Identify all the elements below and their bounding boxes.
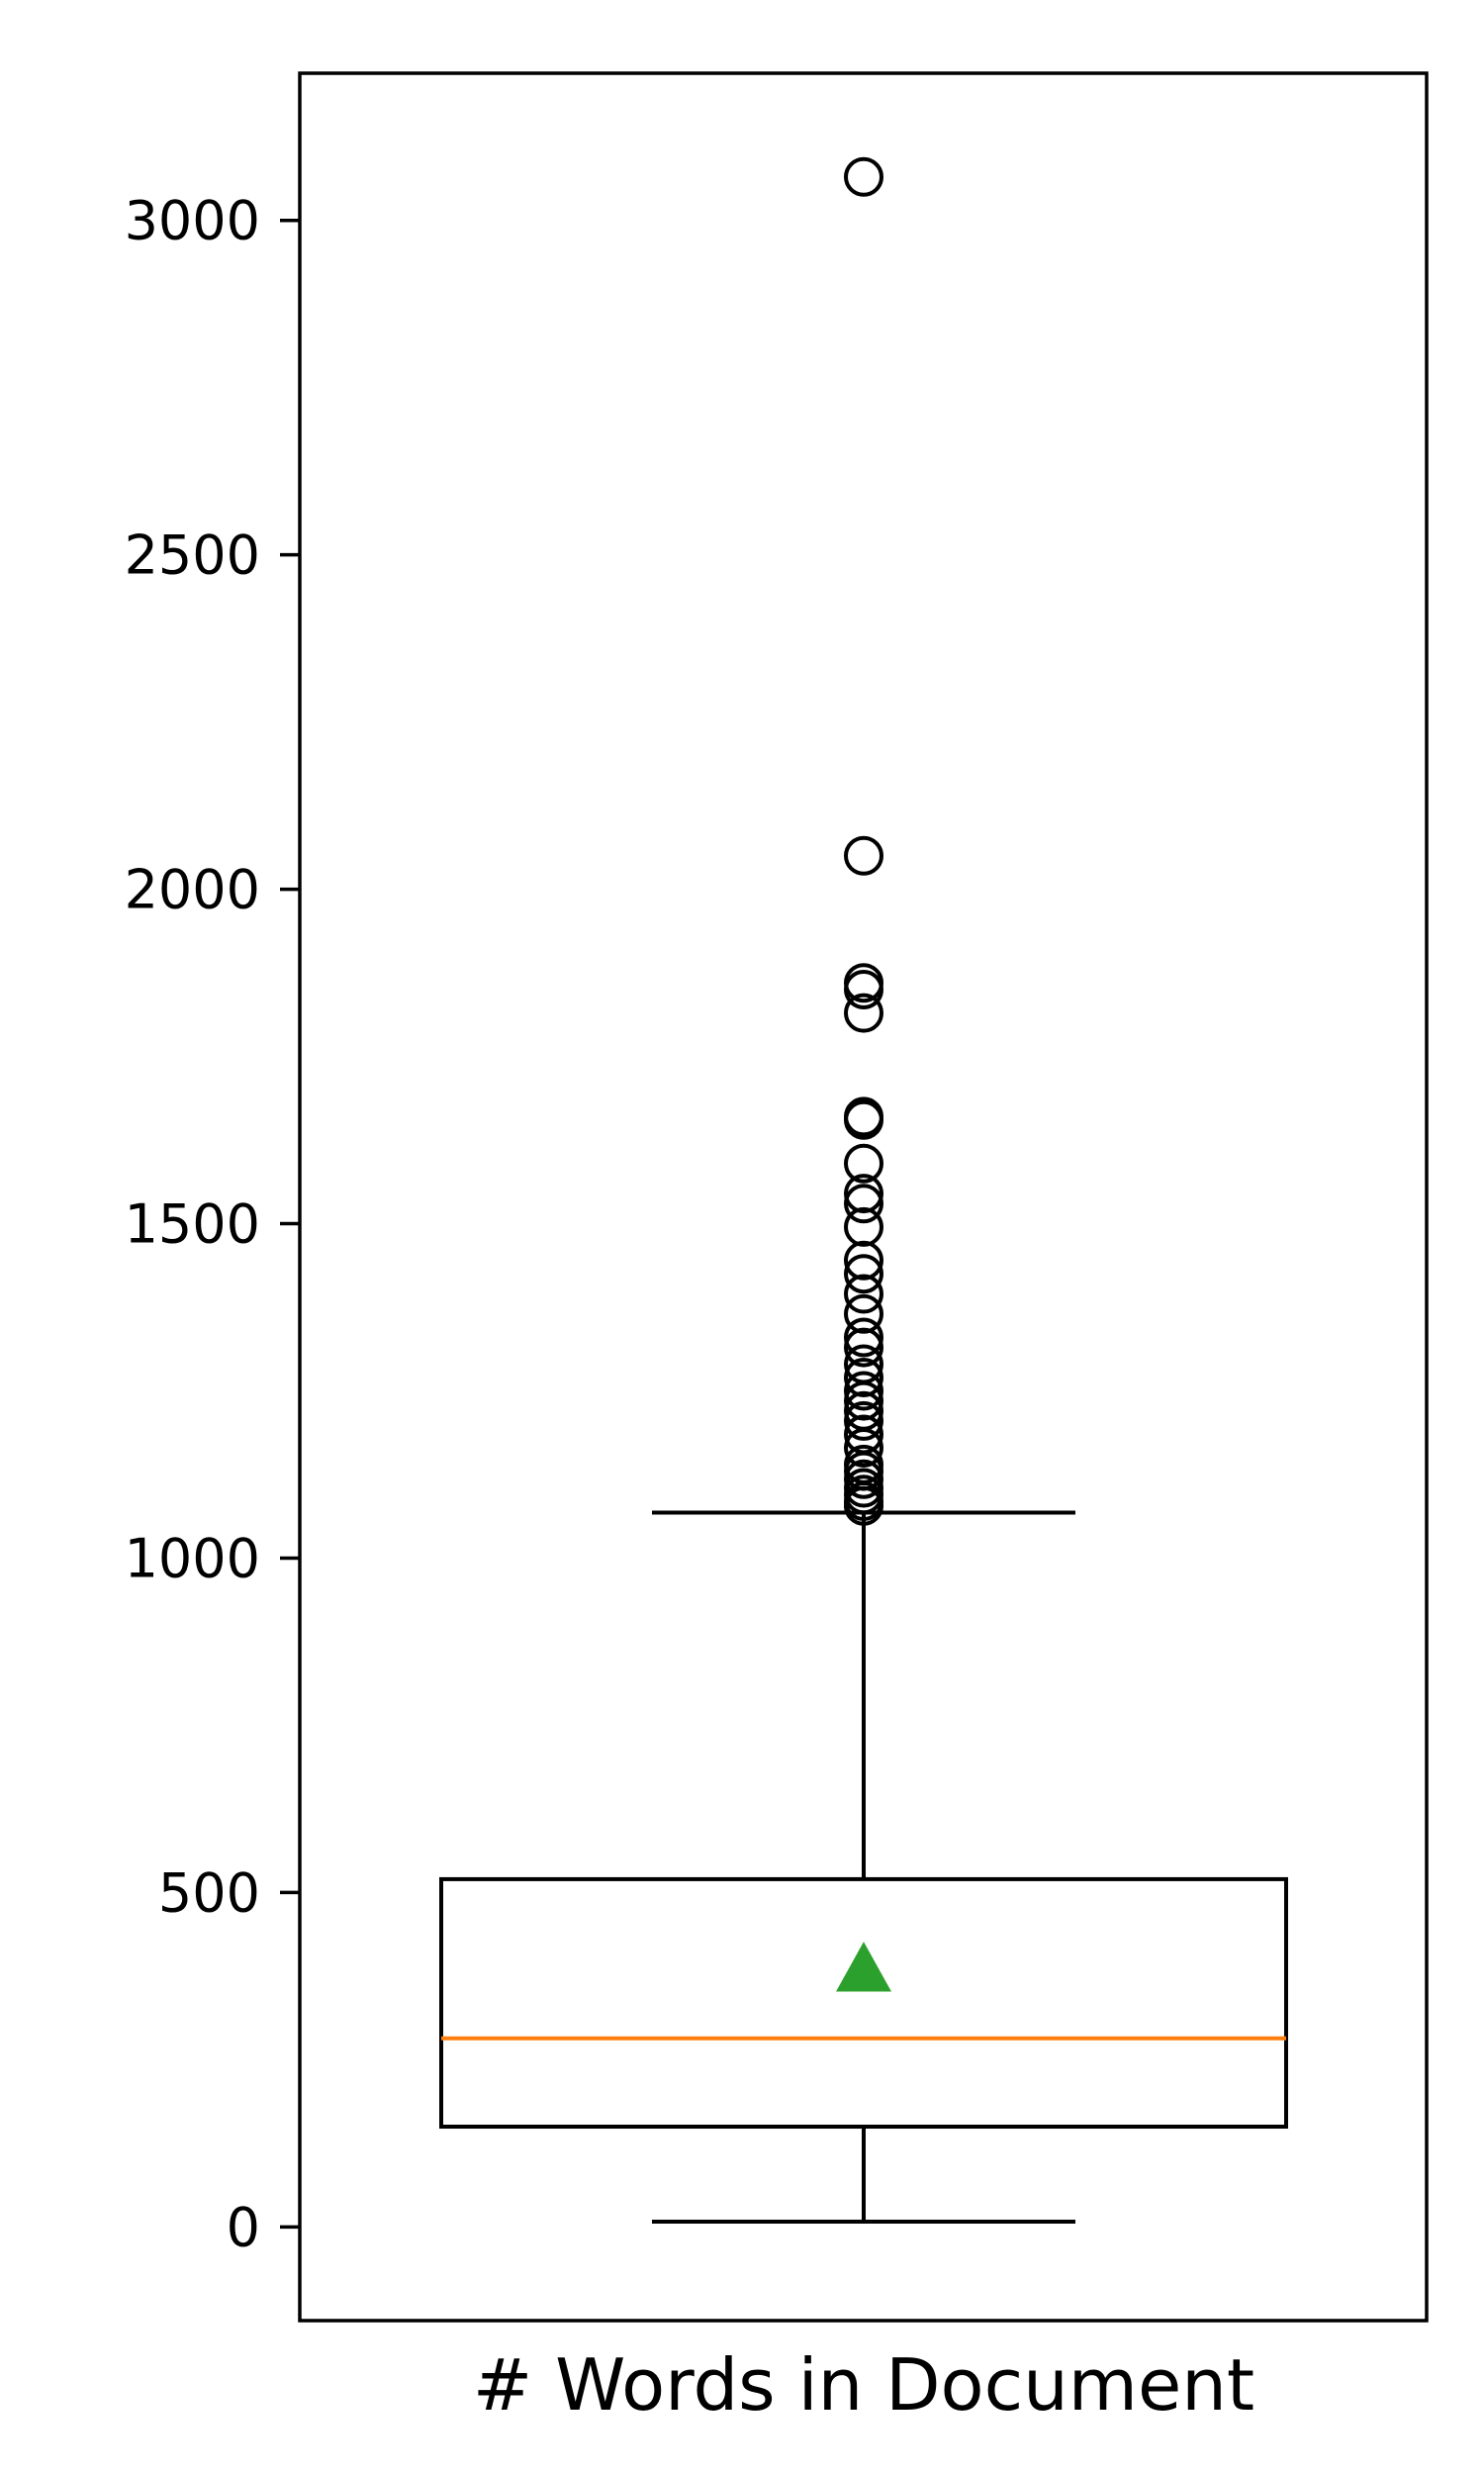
outlier-point [844,1206,883,1247]
outlier-point [844,1344,883,1384]
plot-area [439,156,1288,2224]
outlier-point [844,1143,883,1184]
outlier-point [844,1444,883,1484]
mean-marker [836,1942,891,1992]
outlier-point [844,1400,883,1441]
y-axis: 0 500 1000 1500 2000 2500 3000 [125,190,300,2258]
outlier-point [844,1099,883,1140]
outlier-point [844,1390,883,1431]
outlier-point [844,835,883,876]
y-tick-label: 500 [158,1861,260,1924]
outlier-point [844,1240,883,1281]
outlier-point [844,1371,883,1411]
outlier-point [844,1468,883,1508]
outlier-point [844,1327,883,1368]
outlier-point [844,963,883,1003]
y-tick-label: 2000 [125,859,260,921]
y-tick-label: 2500 [125,524,260,587]
y-tick-label: 3000 [125,190,260,252]
outlier-point [844,1293,883,1334]
outlier-point [844,1174,883,1214]
outlier-point [844,1274,883,1314]
y-tick-label: 1000 [125,1527,260,1589]
outlier-point [844,1254,883,1294]
outlier-point [844,1414,883,1455]
outlier-point [844,1096,883,1137]
outlier-point [844,1184,883,1224]
outlier-point [844,993,883,1033]
plot-frame [298,71,1429,2323]
y-tick-label: 0 [227,2196,260,2258]
y-tick-label: 1500 [125,1193,260,1256]
outlier-point [844,156,883,197]
x-category-label: # Words in Document [473,2343,1254,2426]
iqr-box [439,1876,1288,2129]
outlier-point [844,1357,883,1397]
outlier-point [844,1317,883,1358]
